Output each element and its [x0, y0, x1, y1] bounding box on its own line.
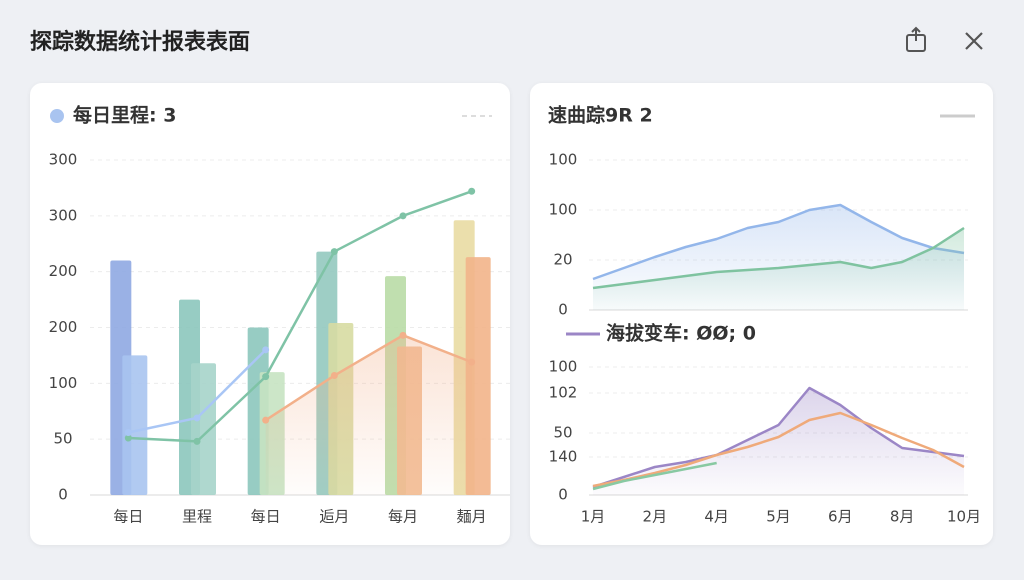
- y-tick-label: 100: [549, 358, 578, 376]
- x-tick-label: 每日: [113, 508, 143, 526]
- line: [128, 190, 473, 443]
- y-tick-label: 102: [549, 384, 578, 402]
- y-tick-label: 300: [49, 206, 78, 224]
- x-tick-label: 每日: [251, 508, 281, 526]
- point: [124, 434, 132, 442]
- x-tick-label: 里程: [182, 508, 212, 526]
- point: [468, 187, 476, 195]
- line: [592, 203, 965, 281]
- x-tick-label: 5月: [766, 508, 791, 526]
- line: [592, 226, 965, 290]
- y-tick-label: 0: [558, 301, 568, 319]
- card-title: 速曲踪9R 2: [548, 104, 653, 127]
- y-tick-label: 50: [53, 430, 72, 448]
- y-tick-label: 50: [553, 424, 572, 442]
- x-tick-label: 6月: [828, 508, 853, 526]
- y-tick-label: 100: [549, 151, 578, 169]
- bar: [191, 363, 216, 495]
- card-title: 每日里程: 3: [73, 104, 176, 127]
- point: [399, 331, 407, 339]
- y-tick-label: 140: [549, 448, 578, 466]
- close-button[interactable]: [965, 32, 983, 50]
- legend-dot: [50, 109, 64, 123]
- point: [262, 416, 270, 424]
- y-tick-label: 200: [49, 318, 78, 336]
- bar: [122, 355, 148, 495]
- point: [330, 248, 338, 256]
- card-title: 海拔变车: ØØ; 0: [606, 322, 756, 345]
- x-tick-label: 每月: [388, 508, 418, 526]
- x-tick-label: 麺月: [457, 508, 487, 526]
- point: [330, 372, 338, 380]
- x-tick-label: 10月: [947, 508, 981, 526]
- y-tick-label: 0: [58, 486, 68, 504]
- point: [262, 373, 270, 381]
- x-tick-label: 1月: [581, 508, 606, 526]
- point: [468, 358, 476, 366]
- point: [193, 437, 201, 445]
- y-tick-label: 0: [558, 486, 568, 504]
- page-title: 探踪数据统计报表表面: [30, 29, 250, 55]
- point: [262, 346, 270, 354]
- card: [530, 83, 993, 545]
- point: [399, 212, 407, 220]
- x-tick-label: 逅月: [319, 508, 349, 526]
- line: [592, 411, 965, 488]
- x-tick-label: 2月: [643, 508, 668, 526]
- point: [124, 428, 132, 436]
- x-tick-label: 4月: [704, 508, 729, 526]
- line: [592, 386, 965, 489]
- x-tick-label: 8月: [890, 508, 915, 526]
- y-tick-label: 100: [49, 374, 78, 392]
- bar: [465, 257, 491, 495]
- y-tick-label: 100: [549, 201, 578, 219]
- line: [592, 461, 717, 491]
- line: [264, 334, 473, 422]
- y-tick-label: 200: [49, 262, 78, 280]
- area: [265, 335, 472, 495]
- y-tick-label: 20: [553, 251, 572, 269]
- share-button[interactable]: [906, 26, 926, 52]
- point: [193, 414, 201, 422]
- y-tick-label: 300: [49, 151, 78, 169]
